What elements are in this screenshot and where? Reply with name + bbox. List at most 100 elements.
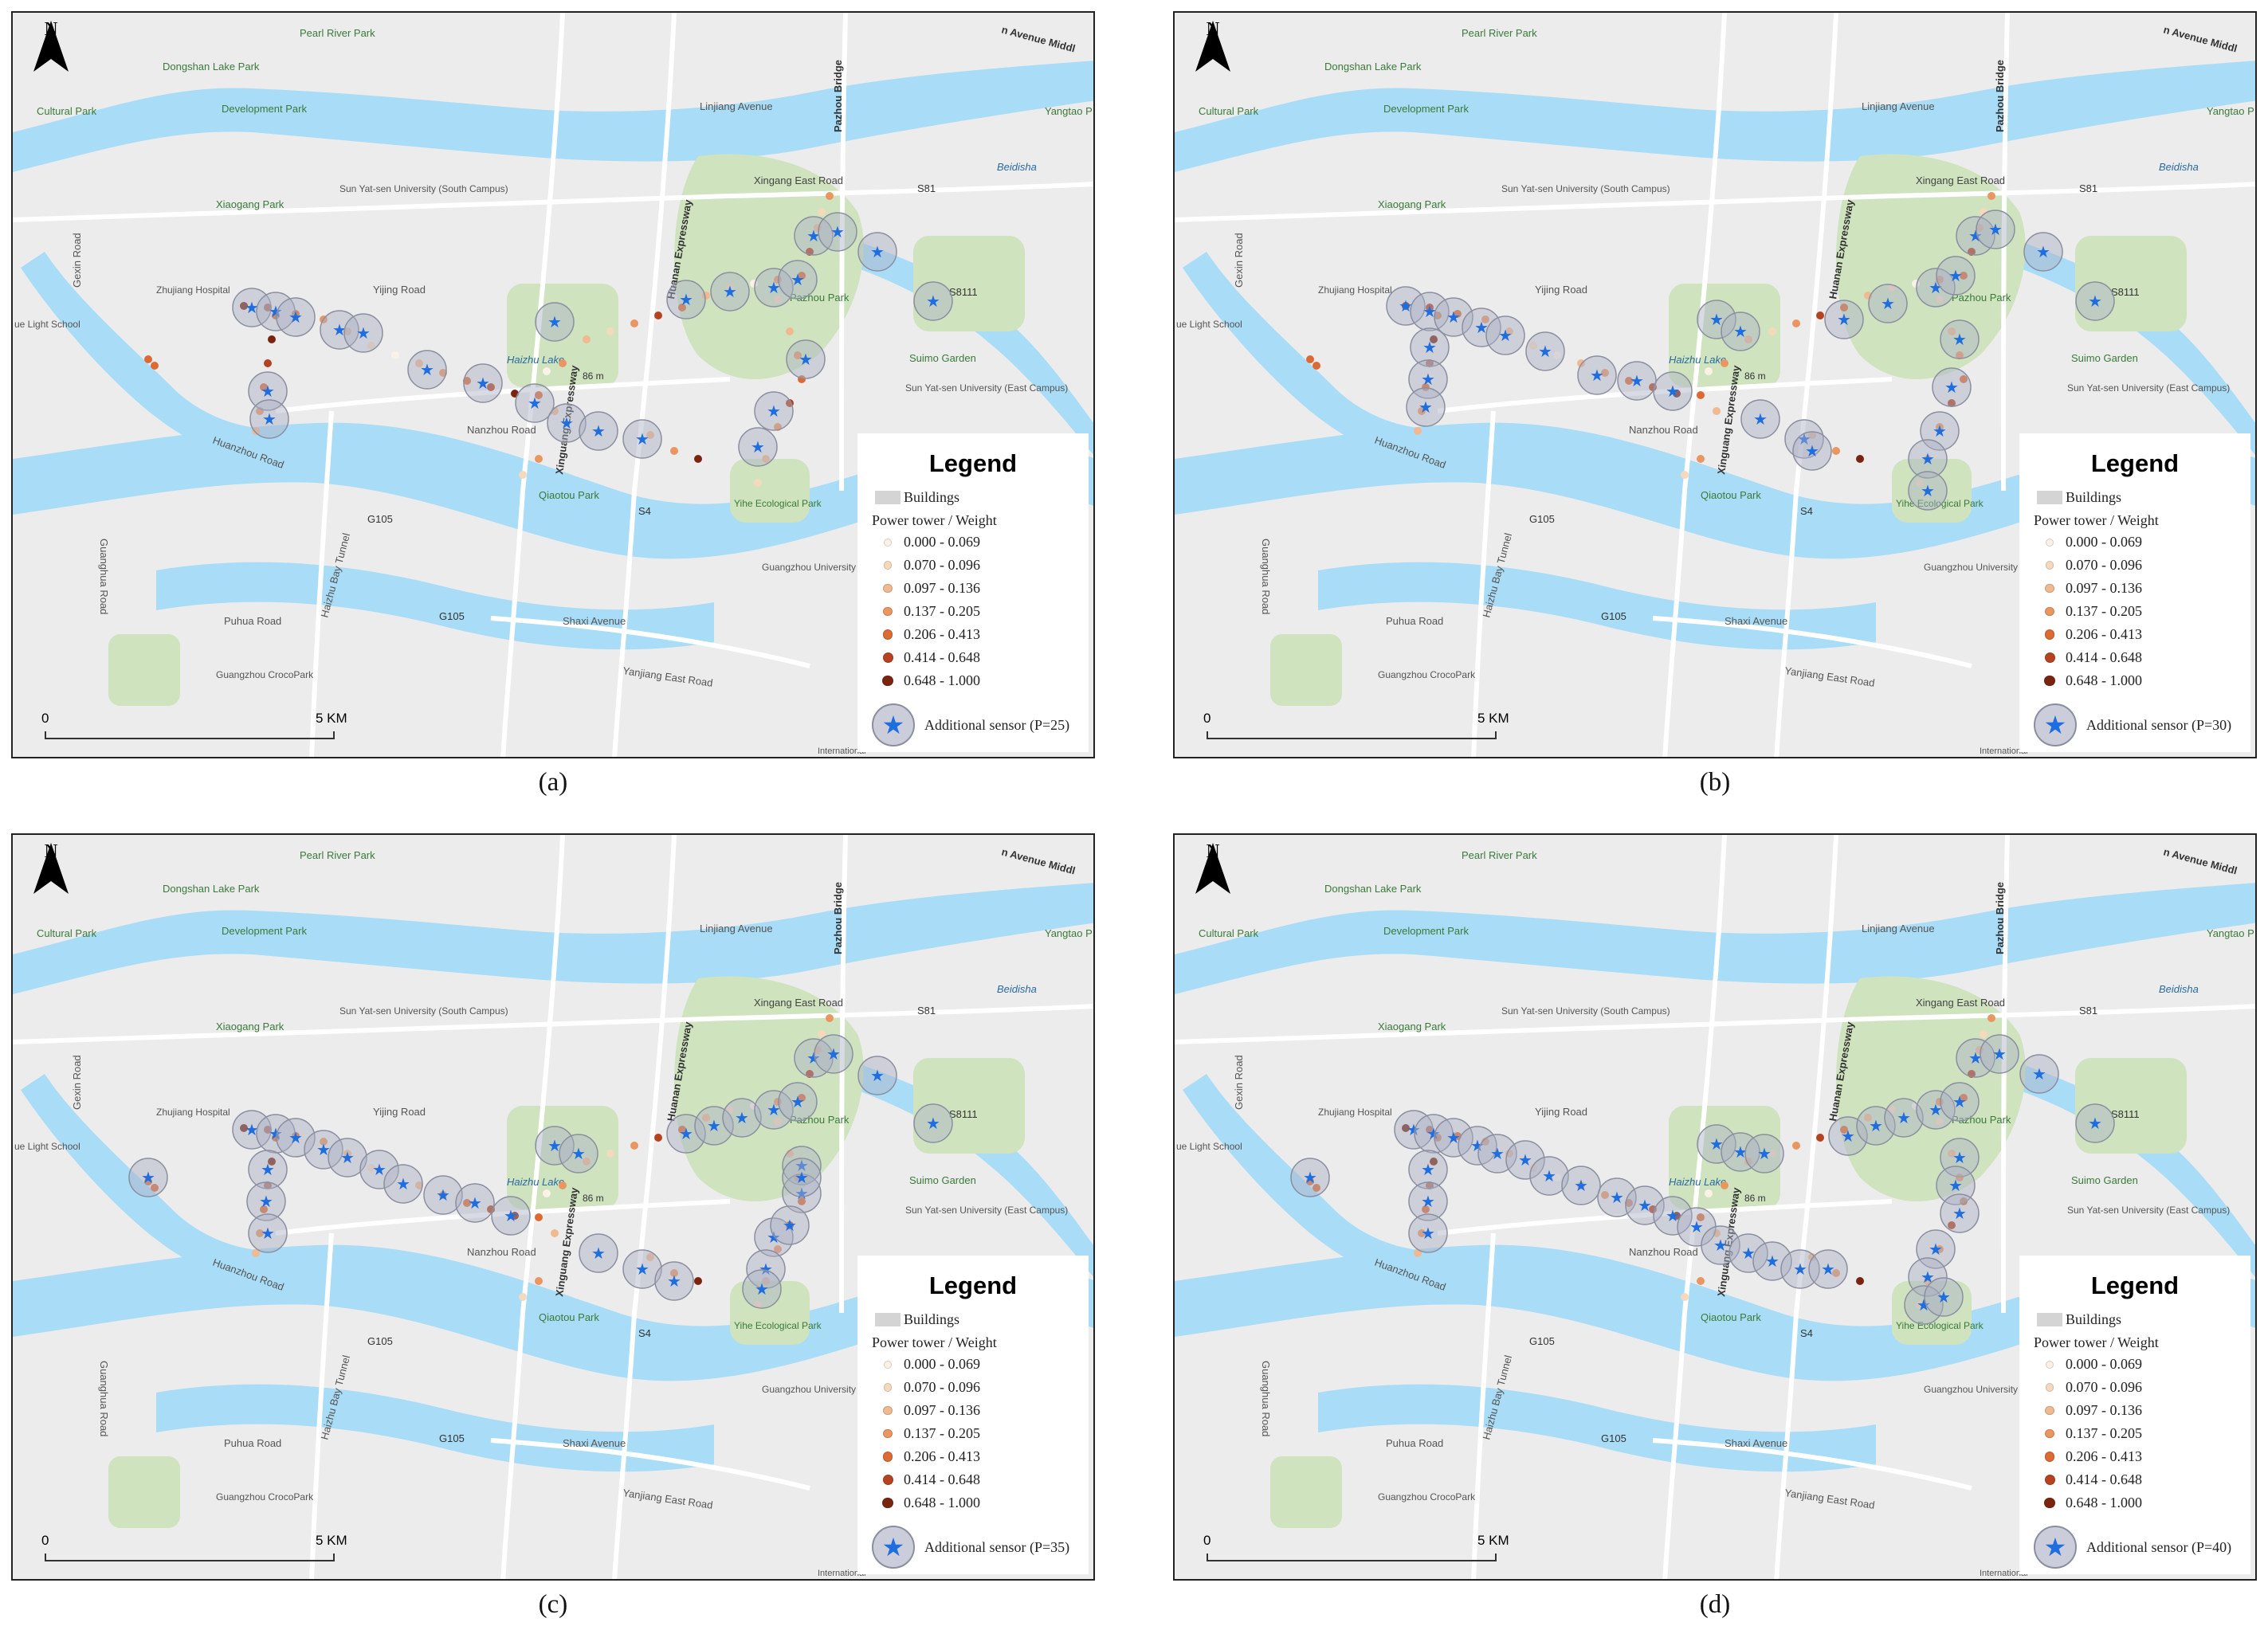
power-tower [774, 1098, 782, 1106]
sensor-star-icon: ★ [436, 1185, 450, 1205]
legend-class-swatch [2045, 1428, 2054, 1439]
label-s81: S81 [2079, 182, 2097, 194]
power-tower [1625, 377, 1633, 385]
label-pazhou-bridge: Pazhou Bridge [1994, 60, 2006, 132]
sensor-star-icon: ★ [1421, 370, 1435, 389]
legend-class-0: 0.000 - 0.069 [2034, 531, 2236, 554]
sensor-star-icon: ★ [795, 1168, 809, 1187]
label-pazhou-bridge: Pazhou Bridge [832, 882, 844, 954]
park-areas [108, 976, 1025, 1528]
power-tower [1960, 272, 1968, 280]
label-zhujiang-hospital: Zhujiang Hospital [156, 284, 230, 296]
legend-class-label: 0.097 - 0.136 [904, 580, 980, 596]
sensor-star-icon: ★ [528, 394, 542, 413]
additional-sensor: ★ [1561, 1166, 1601, 1205]
power-tower [151, 1184, 159, 1192]
sensor-star-icon: ★ [826, 1044, 841, 1064]
additional-sensor: ★ [1916, 1090, 1956, 1130]
additional-sensor: ★ [794, 1038, 834, 1078]
sensor-coverage-ring [1916, 1090, 1956, 1130]
additional-sensor: ★ [256, 292, 296, 331]
sensor-star-icon: ★ [767, 1100, 781, 1119]
additional-sensor: ★ [1697, 1124, 1736, 1164]
label-haizhu-lake: Haizhu Lake [1669, 354, 1726, 366]
sensor-coverage-ring [1505, 1140, 1545, 1180]
legend-class-label: 0.070 - 0.096 [2066, 557, 2142, 573]
sensor-star-icon: ★ [1741, 1244, 1756, 1263]
power-tower [1980, 208, 1987, 216]
sensor-coverage-ring [818, 212, 857, 252]
label-puhua-road: Puhua Road [1386, 1437, 1443, 1449]
power-tower [1948, 1150, 1956, 1158]
additional-sensor: ★ [794, 216, 834, 256]
power-tower [1936, 1245, 1944, 1253]
additional-sensor: ★ [782, 1146, 822, 1185]
additional-sensor: ★ [256, 1114, 296, 1154]
power-tower [670, 447, 678, 455]
additional-sensor: ★ [559, 1134, 598, 1173]
additional-sensor: ★ [1721, 1132, 1760, 1172]
sensor-coverage-ring [754, 1217, 794, 1257]
label-xingang-east-road: Xingang East Road [754, 997, 843, 1009]
map-panel-c: Pearl River Park Dongshan Lake Park Cult… [11, 833, 1095, 1581]
power-tower [1434, 311, 1442, 319]
sensor-star-icon: ★ [1753, 409, 1768, 429]
additional-sensor: ★ [2075, 281, 2115, 321]
legend-class-label: 0.414 - 0.648 [2066, 649, 2142, 665]
sensor-star-icon: ★ [830, 222, 845, 241]
sensor-star-icon: ★ [1407, 1120, 1421, 1139]
power-tower [1430, 1158, 1438, 1166]
label-elev: 86 m [583, 1193, 604, 1204]
label-cultural-park: Cultural Park [37, 105, 97, 117]
sensor-star-icon: ★ [1933, 421, 1947, 441]
label-avenue-middle: n Avenue Middl [1000, 23, 1077, 54]
legend-class-2: 0.097 - 0.136 [872, 577, 1074, 600]
label-crocopark: Guangzhou CrocoPark [1378, 1491, 1476, 1503]
sensor-star-icon: ★ [1709, 1134, 1724, 1154]
scale-km: 5 KM [316, 1533, 347, 1548]
power-tower [818, 1030, 826, 1038]
label-pearl-river-park: Pearl River Park [300, 27, 375, 39]
power-tower [1744, 335, 1752, 343]
label-yanjiang-east-road: Yanjiang East Road [1784, 664, 1876, 689]
sensor-star-icon: ★ [1422, 302, 1437, 321]
additional-sensor: ★ [770, 1205, 810, 1245]
sensor-coverage-ring [1728, 1233, 1768, 1273]
label-s4: S4 [1800, 1327, 1813, 1339]
legend-class-2: 0.097 - 0.136 [872, 1399, 1074, 1422]
legend-class-swatch [883, 583, 893, 594]
power-tower [798, 1094, 806, 1102]
power-tower [762, 455, 770, 463]
additional-sensor: ★ [1408, 1213, 1448, 1253]
power-tower [1505, 327, 1513, 335]
legend: Legend Buildings Power tower / Weight 0.… [857, 433, 1089, 752]
power-tower [1792, 319, 1800, 327]
sensor-star-icon: ★ [1929, 1100, 1943, 1119]
roads [1175, 835, 2255, 1579]
label-haizhu-lake: Haizhu Lake [507, 354, 564, 366]
additional-sensor: ★ [1752, 1241, 1792, 1281]
sensor-coverage-ring [248, 1150, 288, 1189]
sensor-star-icon: ★ [141, 1168, 155, 1187]
power-tower [268, 335, 276, 343]
power-tower [1948, 1221, 1956, 1229]
power-tower [1422, 383, 1430, 391]
additional-sensor: ★ [1908, 439, 1948, 479]
legend-class-label: 0.206 - 0.413 [2066, 1448, 2142, 1464]
additional-sensor: ★ [304, 1130, 343, 1170]
legend-classes: 0.000 - 0.069 0.070 - 0.096 0.097 - 0.136 0… [2034, 531, 2236, 692]
additional-sensor: ★ [738, 427, 778, 467]
buildings-swatch [875, 1313, 901, 1326]
power-tower [1601, 369, 1609, 377]
power-tower [646, 431, 654, 439]
sensor-coverage-ring [1904, 1285, 1944, 1325]
legend-class-label: 0.206 - 0.413 [904, 1448, 980, 1464]
additional-sensor: ★ [778, 260, 818, 300]
label-dongshan-lake-park: Dongshan Lake Park [163, 883, 260, 895]
legend-sensor: ★ Additional sensor (P=30) [2034, 703, 2236, 746]
sensor-coverage-ring [1529, 1156, 1569, 1196]
sensor-star-icon: ★ [870, 1066, 885, 1085]
sensor-coverage-ring [535, 1126, 575, 1166]
sensor-coverage-ring [128, 1158, 168, 1197]
sensor-coverage-ring [722, 1098, 762, 1138]
